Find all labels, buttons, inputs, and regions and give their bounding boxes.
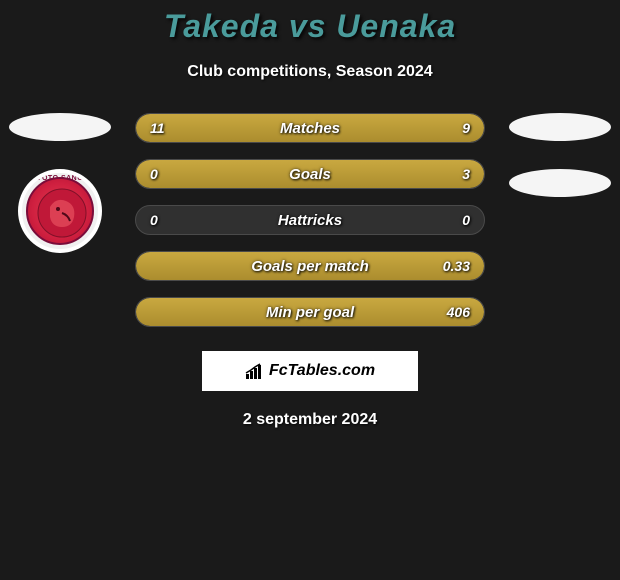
footer-logo-text: FcTables.com — [269, 362, 375, 380]
page-title: Takeda vs Uenaka — [0, 8, 620, 45]
right-club-oval — [509, 169, 611, 197]
stat-bar: 0Hattricks0 — [135, 205, 485, 235]
infographic-container: Takeda vs Uenaka Club competitions, Seas… — [0, 0, 620, 429]
left-club-badge: KYOTO SANGA — [18, 169, 102, 253]
date-text: 2 september 2024 — [0, 411, 620, 429]
stat-right-value: 3 — [462, 160, 470, 188]
left-flag-icon — [9, 113, 111, 141]
footer-logo: FcTables.com — [202, 351, 418, 391]
stat-right-value: 9 — [462, 114, 470, 142]
right-flag-icon — [509, 113, 611, 141]
stat-label: Goals — [136, 160, 484, 188]
page-subtitle: Club competitions, Season 2024 — [0, 63, 620, 81]
stat-right-value: 406 — [447, 298, 470, 326]
stat-label: Hattricks — [136, 206, 484, 234]
right-player-column — [500, 113, 620, 197]
stat-bar: 11Matches9 — [135, 113, 485, 143]
stat-right-value: 0 — [462, 206, 470, 234]
stat-label: Min per goal — [136, 298, 484, 326]
badge-emblem-icon — [26, 177, 94, 245]
chart-icon — [245, 363, 265, 379]
stat-bar: Min per goal406 — [135, 297, 485, 327]
comparison-area: KYOTO SANGA 11Matches90Goals30Hattricks0… — [0, 113, 620, 327]
lion-icon — [28, 179, 96, 247]
stat-right-value: 0.33 — [443, 252, 470, 280]
left-player-column: KYOTO SANGA — [0, 113, 120, 253]
stat-bar: 0Goals3 — [135, 159, 485, 189]
stat-bar: Goals per match0.33 — [135, 251, 485, 281]
stat-label: Matches — [136, 114, 484, 142]
stat-bars: 11Matches90Goals30Hattricks0Goals per ma… — [135, 113, 485, 327]
stat-label: Goals per match — [136, 252, 484, 280]
